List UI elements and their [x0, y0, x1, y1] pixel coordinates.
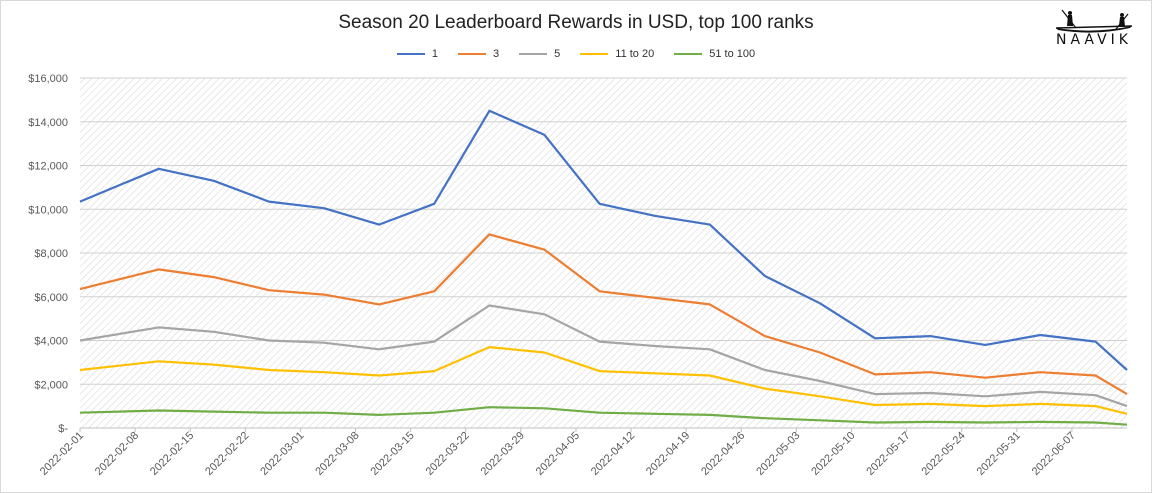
legend-swatch	[674, 53, 703, 55]
series-line-3	[79, 233, 1128, 396]
y-tick-label: $-	[58, 423, 68, 435]
legend-item: 11 to 20	[580, 48, 654, 60]
x-tick-label: 2022-03-22	[424, 430, 472, 478]
x-tick-label: 2022-02-01	[38, 430, 86, 478]
x-tick-label: 2022-03-29	[479, 430, 527, 478]
series-lines	[79, 109, 1128, 426]
boat-logo-icon	[1055, 9, 1133, 33]
legend-item: 51 to 100	[674, 48, 755, 60]
legend-swatch	[580, 53, 609, 55]
series-line-1	[79, 109, 1128, 371]
legend-label: 11 to 20	[615, 48, 655, 60]
x-axis-ticks: 2022-02-01 2022-02-08 2022-02-15 2022-02-22…	[38, 428, 1078, 478]
naavik-logo: NAAVIK	[1052, 6, 1136, 52]
y-tick-label: $6,000	[34, 292, 68, 304]
x-tick-label: 2022-04-05	[534, 430, 582, 478]
y-tick-label: $16,000	[28, 73, 68, 85]
legend-swatch	[458, 53, 487, 55]
y-tick-label: $8,000	[34, 248, 68, 260]
legend-label: 51 to 100	[709, 48, 756, 60]
x-tick-label: 2022-02-08	[93, 430, 141, 478]
x-tick-label: 2022-05-17	[864, 430, 912, 478]
x-tick-label: 2022-04-12	[589, 430, 637, 478]
legend-item: 5	[519, 48, 560, 60]
y-tick-label: $4,000	[34, 336, 68, 348]
legend-item: 3	[458, 48, 499, 60]
series-line-51-to-100	[79, 406, 1128, 426]
legend-label: 5	[554, 48, 561, 60]
x-tick-label: 2022-06-07	[1030, 430, 1078, 478]
x-tick-label: 2022-05-31	[975, 430, 1023, 478]
x-tick-label: 2022-04-26	[699, 430, 747, 478]
x-tick-label: 2022-05-24	[920, 430, 968, 478]
legend-label: 1	[431, 48, 439, 60]
legend-swatch	[519, 53, 548, 55]
chart-title: Season 20 Leaderboard Rewards in USD, to…	[338, 12, 814, 33]
legend-item: 1	[396, 48, 439, 60]
legend: 1 3 5 11 to 20 51 to 100	[0, 48, 1152, 60]
x-tick-label: 2022-05-10	[809, 430, 857, 478]
series-line-5	[79, 304, 1128, 408]
series-line-11-to-20	[79, 346, 1128, 415]
legend-swatch	[396, 53, 425, 55]
x-tick-label: 2022-02-15	[148, 430, 196, 478]
y-tick-label: $14,000	[28, 117, 68, 129]
y-tick-label: $2,000	[34, 379, 68, 391]
x-tick-label: 2022-03-01	[258, 430, 306, 478]
logo-text: NAAVIK	[1055, 32, 1132, 48]
x-tick-label: 2022-02-22	[203, 430, 251, 478]
y-tick-label: $12,000	[28, 161, 68, 173]
x-tick-label: 2022-04-19	[644, 430, 692, 478]
y-tick-label: $10,000	[28, 204, 68, 216]
legend-label: 3	[493, 48, 500, 60]
x-tick-label: 2022-03-15	[368, 430, 416, 478]
x-tick-label: 2022-05-03	[754, 430, 802, 478]
x-tick-label: 2022-03-08	[313, 430, 361, 478]
y-axis-ticks: $- $2,000 $4,000 $6,000 $8,000 $10,000 $12,000…	[28, 73, 68, 435]
